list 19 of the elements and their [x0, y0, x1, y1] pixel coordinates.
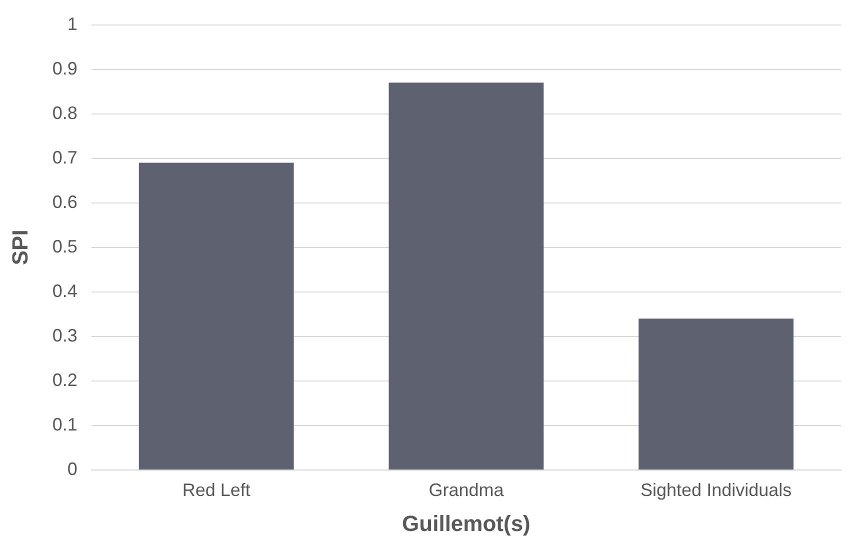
- y-tick-label: 1: [67, 14, 78, 34]
- y-tick-label: 0: [67, 458, 78, 479]
- x-tick-label: Grandma: [428, 480, 505, 500]
- y-tick-label: 0.9: [52, 58, 78, 78]
- y-tick-label: 0.8: [52, 102, 78, 123]
- y-tick-label: 0.6: [52, 192, 78, 212]
- x-tick-label: Red Left: [182, 480, 250, 500]
- bar: [638, 318, 794, 470]
- y-axis-title: SPI: [7, 230, 32, 266]
- y-tick-label: 0.2: [52, 370, 78, 390]
- bar: [388, 82, 544, 470]
- y-tick-label: 0.4: [52, 280, 78, 301]
- y-tick-label: 0.7: [52, 147, 78, 168]
- bar: [138, 162, 294, 470]
- x-axis-title: Guillemot(s): [402, 510, 530, 536]
- y-tick-label: 0.1: [52, 414, 78, 434]
- x-tick-label: Sighted Individuals: [640, 480, 792, 500]
- y-tick-label: 0.5: [52, 236, 78, 256]
- y-tick-label: 0.3: [52, 325, 78, 346]
